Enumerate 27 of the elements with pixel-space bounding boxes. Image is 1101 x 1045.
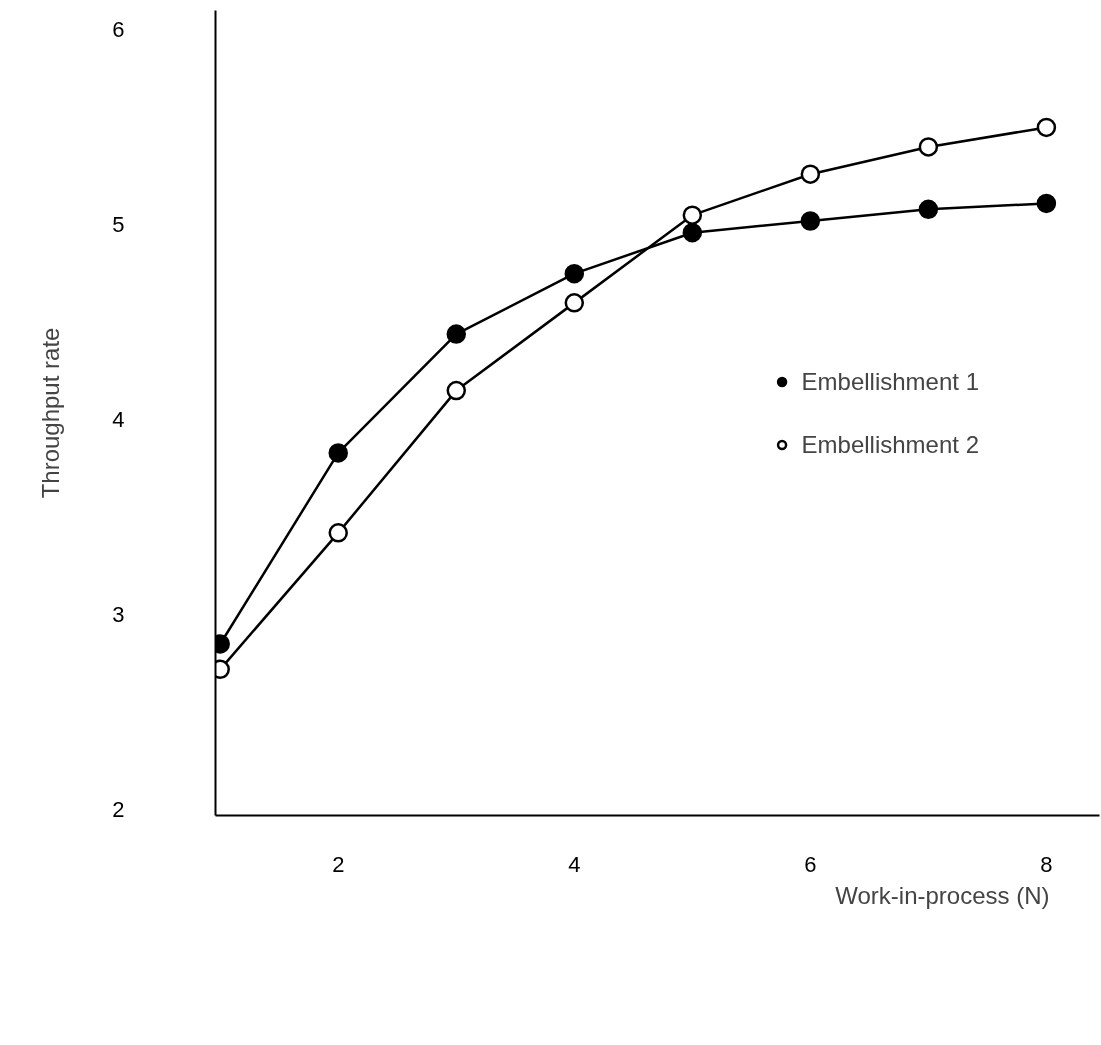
point [564, 293, 585, 313]
point [328, 523, 348, 543]
x-tick-label: 4 [568, 851, 581, 877]
point [1036, 117, 1057, 138]
point [918, 199, 939, 220]
legend-label: Embellishment 1 [801, 367, 979, 395]
x-axis-title: Work-in-process (N) [835, 881, 1050, 909]
point [446, 380, 467, 401]
point [800, 164, 821, 184]
point [328, 443, 348, 463]
y-tick-label: 6 [112, 17, 125, 43]
point [682, 205, 703, 225]
y-tick-label: 2 [112, 797, 125, 823]
y-tick-label: 4 [112, 407, 125, 433]
point [918, 137, 939, 157]
point [682, 222, 703, 243]
point [446, 324, 467, 344]
y-axis-title: Throughput rate [37, 327, 65, 499]
point [1036, 193, 1057, 214]
y-tick-label: 5 [112, 212, 125, 238]
x-tick-label: 8 [1040, 851, 1053, 877]
y-tick-label: 3 [112, 602, 125, 628]
legend-label: Embellishment 2 [801, 430, 979, 458]
point [800, 211, 821, 231]
x-tick-label: 6 [804, 851, 817, 877]
x-tick-label: 2 [332, 851, 345, 877]
point [564, 263, 585, 284]
